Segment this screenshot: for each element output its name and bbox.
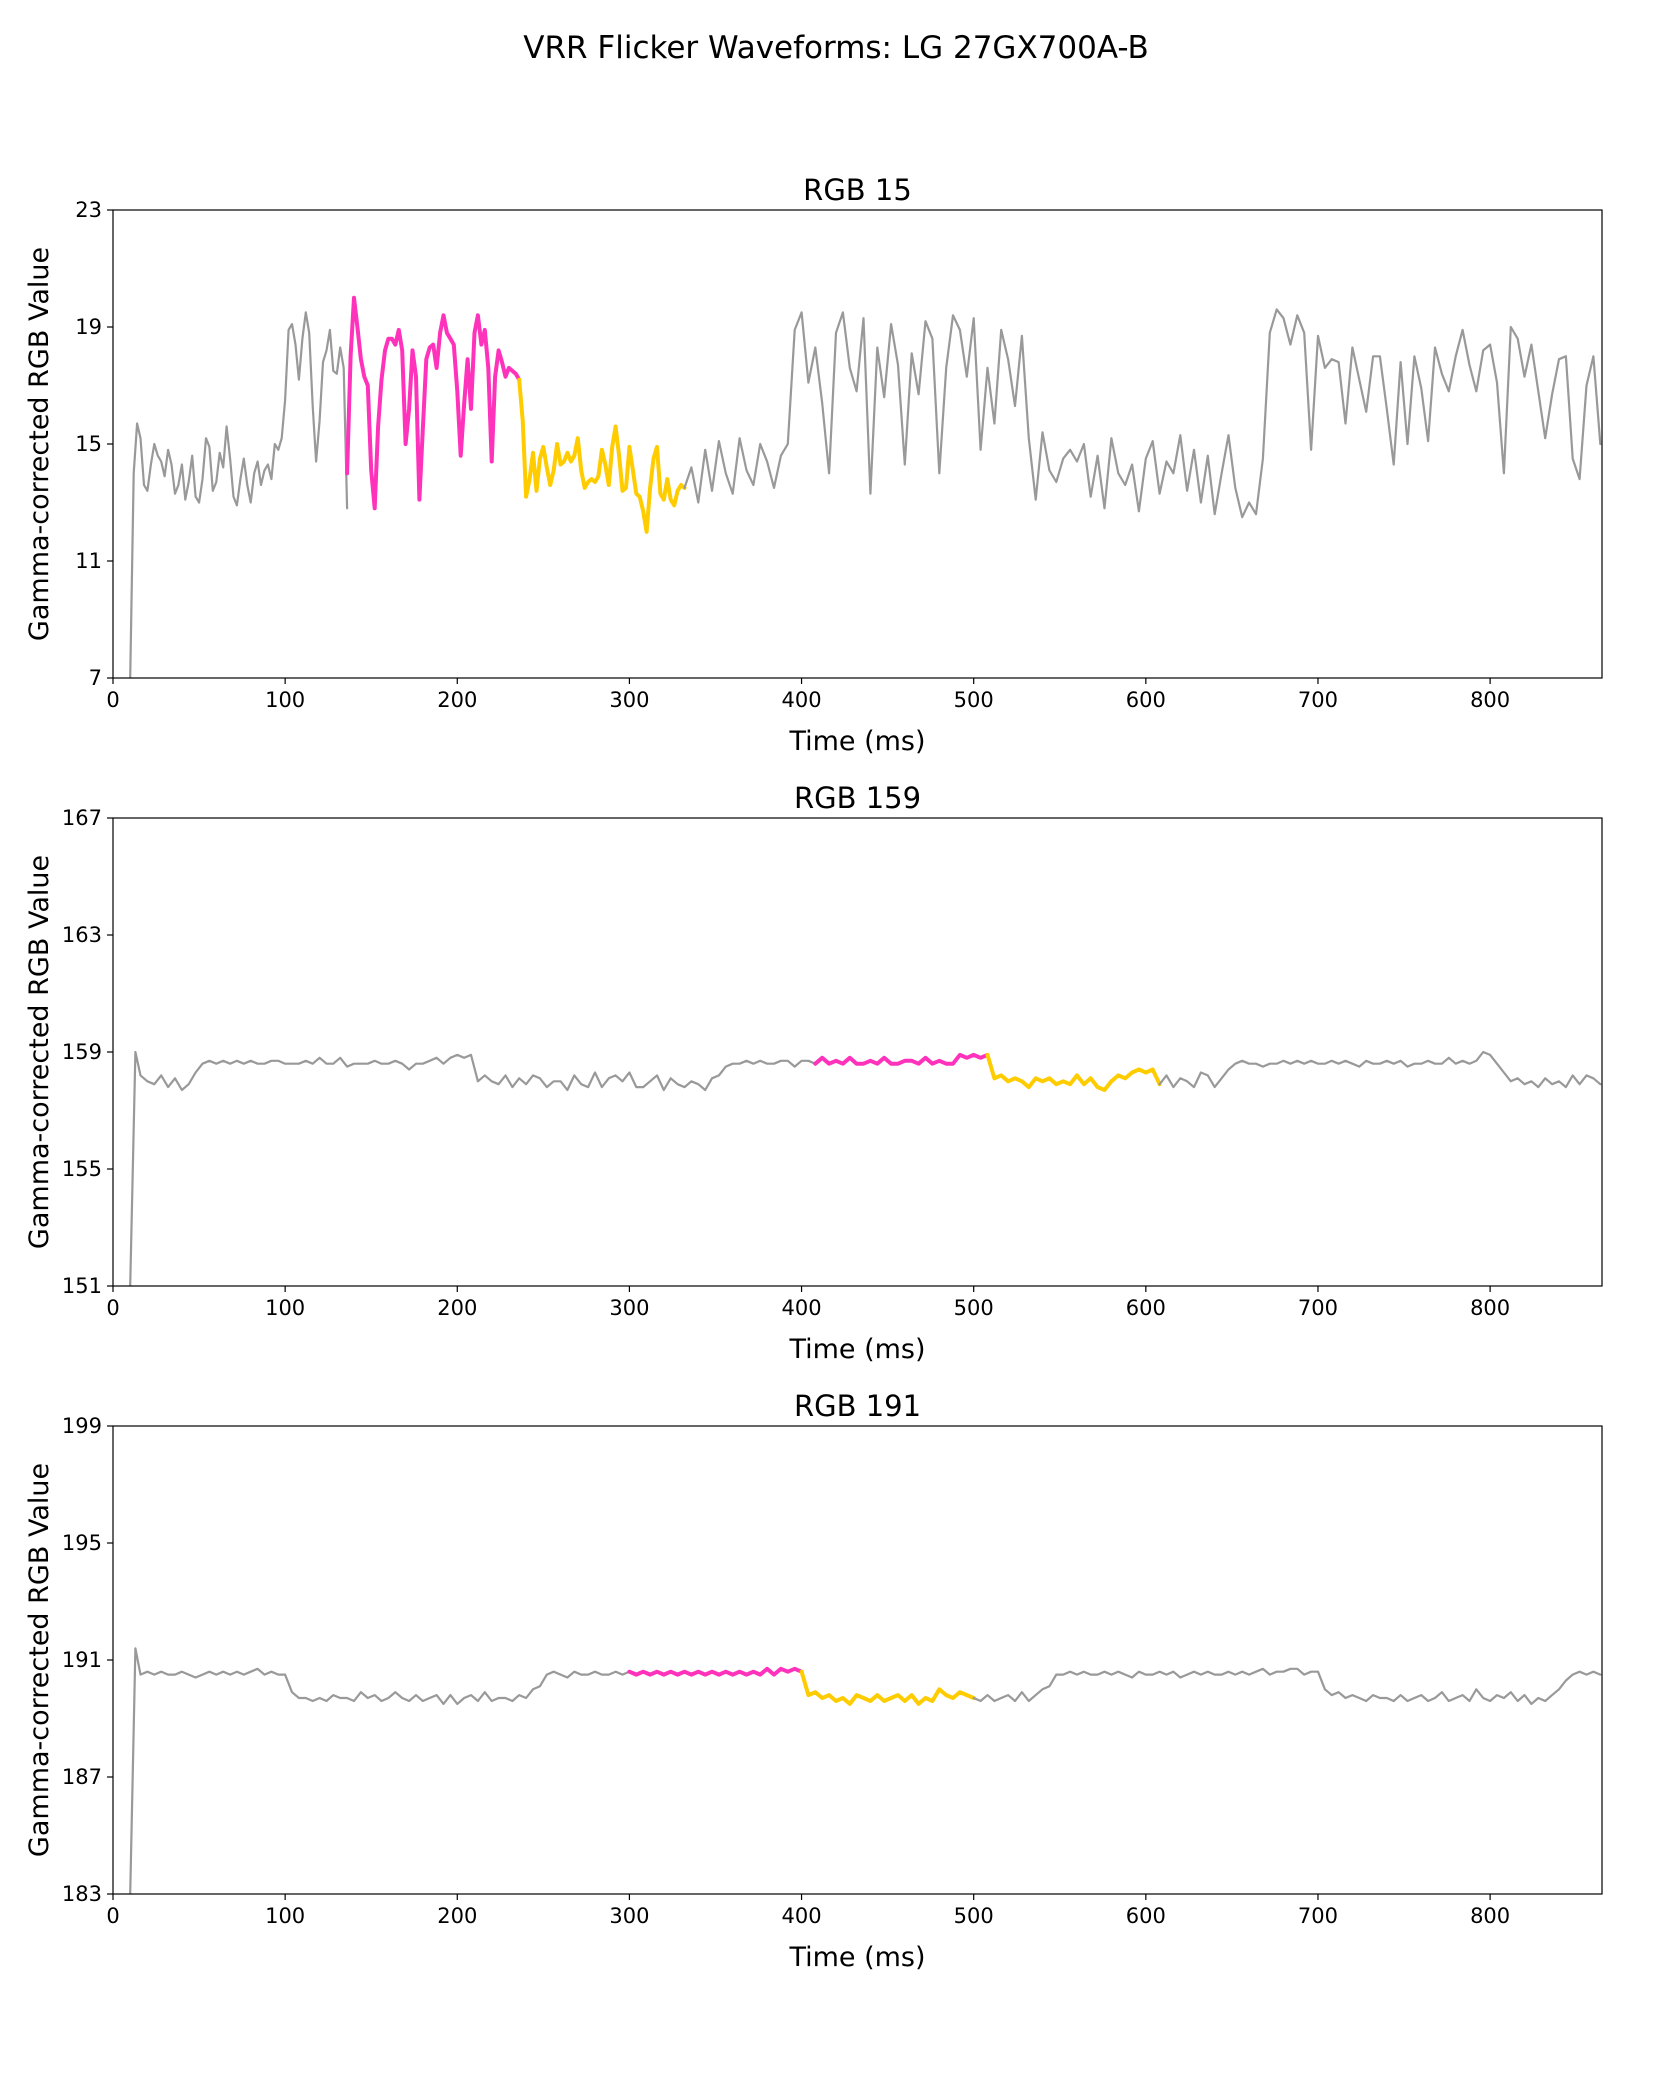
low-segment-line xyxy=(985,1052,1162,1092)
chart-panel-rgb159: 0 100 200 300 400 500 600 700 800 151 155 159 163 167… xyxy=(0,778,1672,1378)
x-tick-label: 500 xyxy=(954,688,994,712)
x-tick-label: 400 xyxy=(782,688,822,712)
x-tick-label: 0 xyxy=(106,1296,119,1320)
chart-panel-rgb15: 0 100 200 300 400 500 600 700 800 7 11 15 19 23 RGB 15… xyxy=(0,170,1672,770)
x-tick-label: 600 xyxy=(1126,1296,1166,1320)
x-tick-label: 0 xyxy=(106,1904,119,1928)
y-tick-label: 159 xyxy=(62,1040,102,1064)
y-tick-label: 191 xyxy=(62,1648,102,1672)
base-waveform-line xyxy=(972,1667,1602,1705)
y-tick-label: 19 xyxy=(75,315,102,339)
chart-svg: 0 100 200 300 400 500 600 700 800 7 11 15 19 23 RGB 15… xyxy=(24,173,1603,757)
y-tick-label: 15 xyxy=(75,432,102,456)
base-waveform-line xyxy=(129,1647,631,1894)
x-axis-label: Time (ms) xyxy=(788,726,925,757)
x-tick-label: 200 xyxy=(437,1904,477,1928)
figure-title: VRR Flicker Waveforms: LG 27GX700A-B xyxy=(523,30,1149,66)
y-tick-label: 183 xyxy=(62,1882,102,1906)
y-tick-label: 11 xyxy=(75,549,102,573)
x-tick-label: 800 xyxy=(1470,1296,1510,1320)
base-waveform-line xyxy=(129,311,349,678)
chart-svg: 0 100 200 300 400 500 600 700 800 151 155 159 163 167… xyxy=(24,781,1603,1365)
y-tick-label: 7 xyxy=(89,666,102,690)
y-tick-label: 151 xyxy=(62,1274,102,1298)
x-axis-label: Time (ms) xyxy=(788,1942,925,1973)
x-tick-label: 400 xyxy=(782,1904,822,1928)
chart-title: RGB 159 xyxy=(794,781,921,815)
high-segment-line xyxy=(345,295,522,511)
y-tick-label: 199 xyxy=(62,1414,102,1438)
x-tick-label: 200 xyxy=(437,1296,477,1320)
chart-title: RGB 15 xyxy=(803,173,912,207)
x-tick-label: 300 xyxy=(609,1296,649,1320)
x-tick-label: 800 xyxy=(1470,1904,1510,1928)
x-tick-label: 300 xyxy=(609,1904,649,1928)
y-axis-label: Gamma-corrected RGB Value xyxy=(24,247,55,641)
x-tick-label: 500 xyxy=(954,1904,994,1928)
low-segment-line xyxy=(799,1669,976,1706)
plot-frame xyxy=(112,1425,1603,1895)
x-tick-label: 100 xyxy=(265,1904,305,1928)
x-tick-label: 200 xyxy=(437,688,477,712)
high-segment-line xyxy=(813,1052,990,1066)
x-tick-label: 600 xyxy=(1126,688,1166,712)
low-segment-line xyxy=(517,377,687,534)
x-tick-label: 700 xyxy=(1298,1296,1338,1320)
y-tick-label: 163 xyxy=(62,923,102,947)
x-tick-label: 100 xyxy=(265,688,305,712)
x-tick-label: 400 xyxy=(782,1296,822,1320)
x-tick-label: 600 xyxy=(1126,1904,1166,1928)
y-tick-label: 167 xyxy=(62,806,102,830)
x-tick-label: 300 xyxy=(609,688,649,712)
x-tick-label: 0 xyxy=(106,688,119,712)
chart-panel-rgb191: 0 100 200 300 400 500 600 700 800 183 187 191 195 199… xyxy=(0,1386,1672,1986)
chart-svg: 0 100 200 300 400 500 600 700 800 183 187 191 195 199… xyxy=(24,1389,1603,1973)
y-axis-label: Gamma-corrected RGB Value xyxy=(24,855,55,1249)
x-tick-label: 700 xyxy=(1298,1904,1338,1928)
high-segment-line xyxy=(627,1666,804,1677)
y-tick-label: 155 xyxy=(62,1157,102,1181)
base-waveform-line xyxy=(129,1050,817,1286)
x-tick-label: 100 xyxy=(265,1296,305,1320)
base-waveform-line xyxy=(1158,1050,1602,1089)
y-axis-label: Gamma-corrected RGB Value xyxy=(24,1463,55,1857)
chart-title: RGB 191 xyxy=(794,1389,921,1423)
plot-frame xyxy=(112,817,1603,1287)
x-tick-label: 800 xyxy=(1470,688,1510,712)
x-axis-label: Time (ms) xyxy=(788,1334,925,1365)
y-tick-label: 23 xyxy=(75,198,102,222)
base-waveform-line xyxy=(683,308,1602,519)
plot-frame xyxy=(112,209,1603,679)
y-tick-label: 195 xyxy=(62,1531,102,1555)
y-tick-label: 187 xyxy=(62,1765,102,1789)
x-tick-label: 700 xyxy=(1298,688,1338,712)
x-tick-label: 500 xyxy=(954,1296,994,1320)
